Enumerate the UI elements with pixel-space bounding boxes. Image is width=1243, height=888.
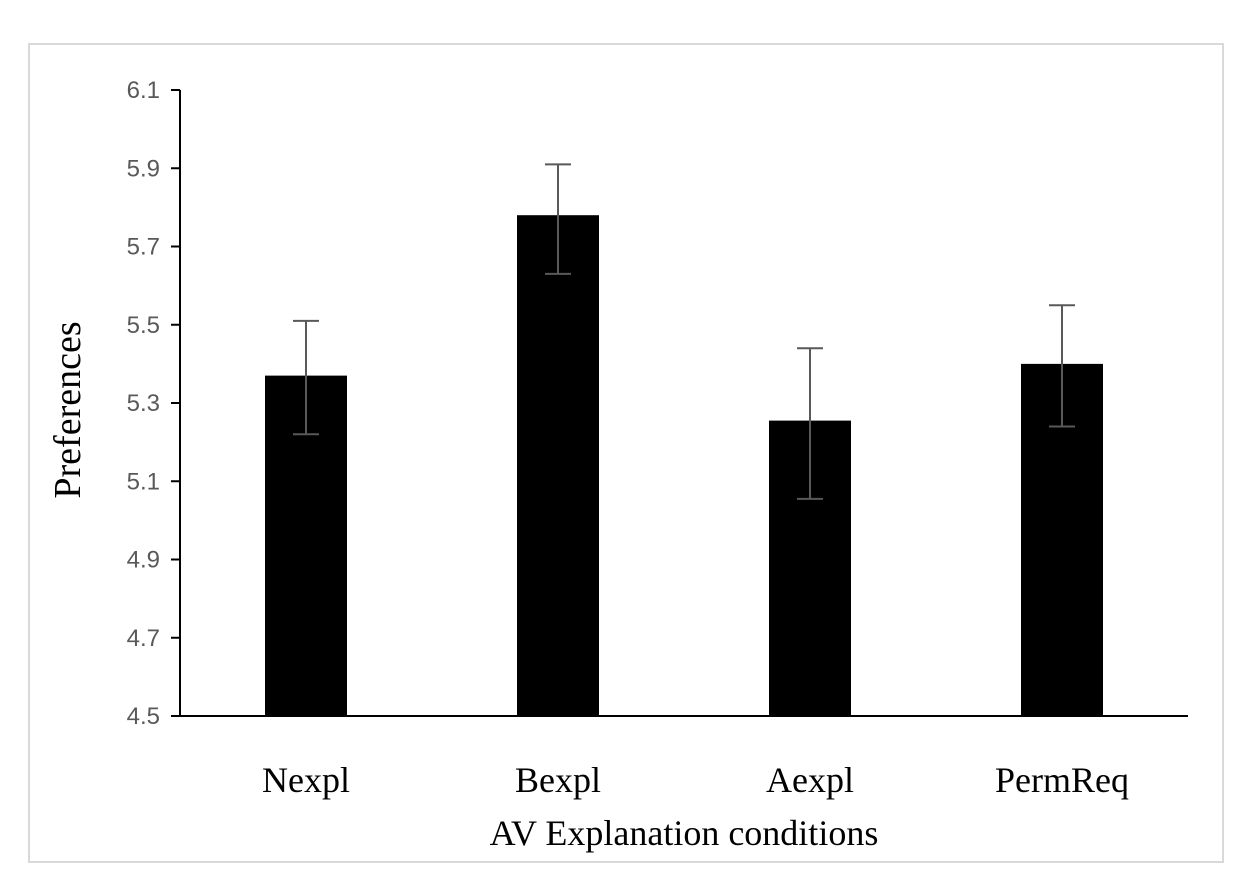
- x-category-label: Bexpl: [515, 760, 601, 800]
- y-tick-label: 5.5: [127, 312, 160, 339]
- y-tick-label: 5.3: [127, 390, 160, 417]
- error-bars: [293, 163, 1075, 500]
- x-category-label: PermReq: [995, 760, 1129, 800]
- y-tick-label: 4.5: [127, 703, 160, 730]
- x-category-label: Nexpl: [262, 760, 350, 800]
- y-axis-ticks: 4.5 4.7 4.9 5.1 5.3 5.5 5.7 5.9 6.1: [127, 77, 180, 730]
- bars: [265, 215, 1103, 716]
- y-tick-label: 5.7: [127, 234, 160, 261]
- y-tick-label: 5.9: [127, 155, 160, 182]
- x-category-label: Aexpl: [766, 760, 854, 800]
- y-tick-label: 5.1: [127, 468, 160, 495]
- y-tick-label: 4.9: [127, 547, 160, 574]
- y-tick-label: 4.7: [127, 625, 160, 652]
- x-axis-category-labels: Nexpl Bexpl Aexpl PermReq: [262, 760, 1129, 800]
- y-axis-title: Preferences: [47, 321, 89, 498]
- y-tick-label: 6.1: [127, 77, 160, 104]
- x-axis-title: AV Explanation conditions: [490, 813, 879, 853]
- bar-bexpl: [517, 215, 599, 716]
